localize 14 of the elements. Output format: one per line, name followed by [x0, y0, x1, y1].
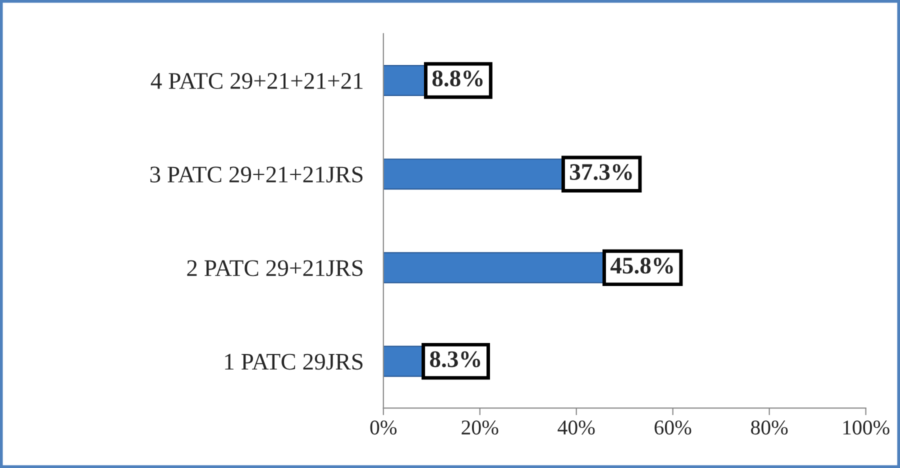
- x-tick-label: 20%: [462, 420, 498, 435]
- y-tick-label: 4 PATC 29+21+21+21: [150, 73, 363, 89]
- y-tick-label: 3 PATC 29+21+21JRS: [150, 166, 362, 183]
- data-label: 8.3%: [430, 351, 480, 368]
- x-tick-label: 80%: [751, 420, 788, 435]
- data-label: 45.8%: [610, 258, 673, 274]
- x-tick-label: 60%: [654, 420, 692, 435]
- x-tick-label: 0%: [370, 420, 397, 435]
- y-tick-label: 1 PATC 29JRS: [225, 354, 362, 370]
- x-tick-label: 40%: [558, 420, 595, 435]
- data-label: 8.8%: [432, 70, 483, 87]
- y-tick-label: 2 PATC 29+21JRS: [187, 260, 362, 276]
- x-tick-label: 100%: [843, 420, 890, 435]
- data-label: 37.3%: [570, 164, 632, 180]
